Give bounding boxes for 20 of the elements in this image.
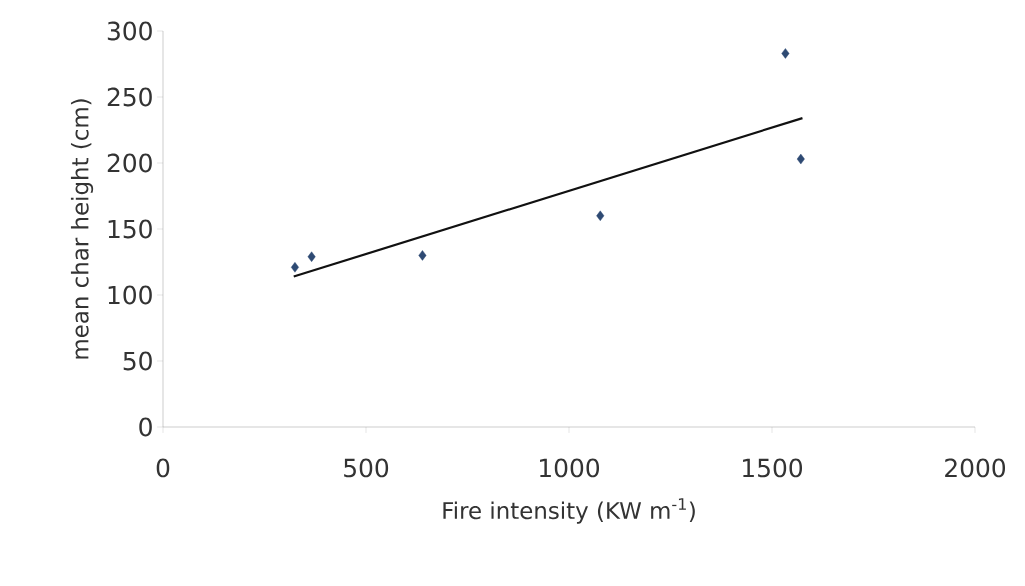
point (291, 262, 299, 273)
point (796, 153, 805, 165)
x-tick-label: 1500 (743, 458, 803, 478)
y-axis-title: mean char height (cm) (70, 99, 94, 359)
x-tick-label: 2000 (945, 458, 1006, 478)
point (307, 251, 316, 262)
point (596, 210, 605, 221)
y-tick-label: 200 (107, 153, 152, 173)
point (418, 250, 427, 261)
point (781, 48, 790, 59)
y-tick-label: 0 (139, 417, 152, 437)
y-tick-label: 50 (123, 351, 152, 371)
y-tick-label: 150 (108, 219, 152, 239)
y-tick-label: 250 (107, 87, 152, 107)
x-tick-label: 1000 (540, 458, 600, 478)
x-tick-label: 0 (156, 458, 170, 478)
x-axis-title: Fire intensity (KW m$^{-1}$) (443, 498, 695, 524)
x-tick-label: 500 (344, 458, 389, 478)
y-tick-label: 100 (108, 285, 152, 305)
y-tick-label: 300 (107, 21, 152, 41)
